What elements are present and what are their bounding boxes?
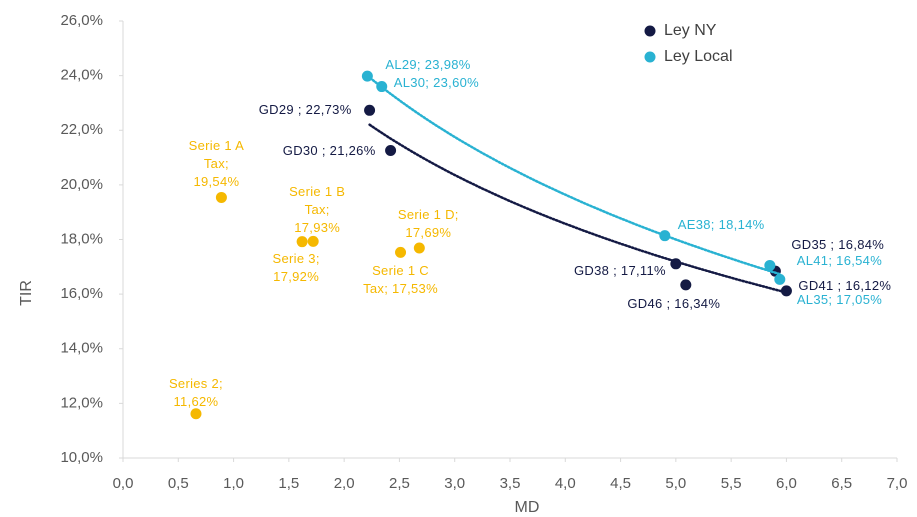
x-tick-label: 6,5 bbox=[831, 475, 852, 492]
x-tick-label: 6,0 bbox=[776, 475, 797, 492]
data-label: GD38 ; 17,11% bbox=[574, 262, 666, 278]
data-point bbox=[413, 242, 425, 254]
x-tick-label: 2,0 bbox=[334, 475, 355, 492]
data-label: Series 2; 11,62% bbox=[168, 375, 223, 409]
x-tick-label: 0,0 bbox=[113, 475, 134, 492]
data-label: AE38; 18,14% bbox=[677, 216, 765, 232]
data-label: Serie 1 B Tax; 17,93% bbox=[289, 184, 346, 236]
x-tick-label: 0,5 bbox=[168, 475, 189, 492]
data-point bbox=[385, 144, 397, 156]
data-label: AL35; 17,05% bbox=[796, 292, 883, 308]
y-tick-label: 20,0% bbox=[60, 176, 103, 193]
x-tick-label: 5,5 bbox=[721, 475, 742, 492]
legend-label: Ley NY bbox=[664, 22, 717, 39]
data-label: Serie 1 C Tax; 17,53% bbox=[363, 263, 438, 297]
x-tick-label: 3,5 bbox=[500, 475, 521, 492]
data-label: GD35 ; 16,84% bbox=[791, 237, 885, 253]
y-tick-label: 24,0% bbox=[60, 67, 103, 84]
x-tick-label: 4,0 bbox=[555, 475, 576, 492]
x-tick-label: 4,5 bbox=[610, 475, 631, 492]
data-label: Serie 1 D; 17,69% bbox=[397, 206, 459, 240]
y-tick-label: 26,0% bbox=[60, 12, 103, 29]
y-tick-label: 16,0% bbox=[60, 285, 103, 302]
data-point bbox=[307, 235, 319, 247]
data-point bbox=[364, 104, 376, 116]
data-label: AL41; 16,54% bbox=[796, 253, 883, 269]
data-label: GD30 ; 21,26% bbox=[282, 143, 376, 159]
data-point bbox=[659, 230, 671, 242]
data-label: GD46 ; 16,34% bbox=[627, 295, 721, 311]
data-point bbox=[780, 285, 792, 297]
y-axis-title: TIR bbox=[18, 280, 35, 306]
y-tick-label: 10,0% bbox=[60, 449, 103, 466]
x-tick-label: 1,5 bbox=[278, 475, 299, 492]
data-label: AL29; 23,98% bbox=[385, 57, 471, 73]
x-tick-label: 1,0 bbox=[223, 475, 244, 492]
data-point bbox=[190, 408, 202, 420]
data-label: Serie 1 A Tax; 19,54% bbox=[188, 138, 245, 190]
x-tick-label: 2,5 bbox=[389, 475, 410, 492]
legend-marker bbox=[644, 51, 656, 63]
x-tick-label: 7,0 bbox=[887, 475, 908, 492]
legend-label: Ley Local bbox=[664, 48, 733, 65]
legend-marker bbox=[644, 25, 656, 37]
trendline bbox=[368, 123, 788, 294]
y-tick-label: 18,0% bbox=[60, 230, 103, 247]
x-axis-title: MD bbox=[515, 499, 540, 516]
data-point bbox=[376, 81, 388, 93]
data-label: GD41 ; 16,12% bbox=[798, 277, 892, 293]
data-label: GD29 ; 22,73% bbox=[258, 102, 352, 118]
y-tick-label: 12,0% bbox=[60, 394, 103, 411]
data-point bbox=[670, 258, 682, 270]
data-point bbox=[680, 279, 692, 291]
data-label: AL30; 23,60% bbox=[393, 74, 480, 90]
data-point bbox=[296, 236, 308, 248]
data-label: Serie 3; 17,92% bbox=[272, 250, 320, 284]
trendline bbox=[366, 74, 782, 276]
y-tick-label: 14,0% bbox=[60, 340, 103, 357]
x-tick-label: 3,0 bbox=[444, 475, 465, 492]
data-point bbox=[215, 191, 227, 203]
data-point bbox=[361, 70, 373, 82]
x-tick-label: 5,0 bbox=[665, 475, 686, 492]
y-tick-label: 22,0% bbox=[60, 121, 103, 138]
data-point bbox=[774, 273, 786, 285]
data-point bbox=[395, 246, 407, 258]
data-point bbox=[764, 259, 776, 271]
